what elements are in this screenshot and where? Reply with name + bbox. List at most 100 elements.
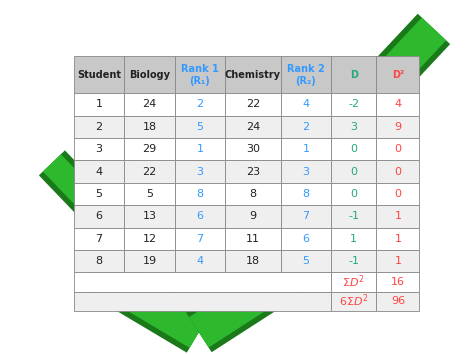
Bar: [376, 93, 419, 116]
Bar: [175, 93, 225, 116]
Text: 22: 22: [142, 166, 157, 177]
Text: 6: 6: [196, 212, 203, 222]
Bar: [281, 228, 331, 250]
Bar: [281, 205, 331, 228]
Bar: [124, 160, 175, 183]
Bar: [331, 160, 376, 183]
Text: 1: 1: [394, 234, 401, 244]
Text: 1: 1: [394, 212, 401, 222]
Text: 0: 0: [350, 166, 357, 177]
Bar: [376, 291, 419, 311]
Text: 6: 6: [302, 234, 310, 244]
Text: 2: 2: [96, 122, 103, 132]
Text: 4: 4: [196, 256, 203, 266]
Text: 8: 8: [249, 189, 256, 199]
Text: Student: Student: [77, 70, 121, 80]
Bar: [281, 138, 331, 160]
Bar: [124, 56, 175, 93]
Bar: [281, 183, 331, 205]
Text: 12: 12: [143, 234, 156, 244]
Bar: [74, 228, 124, 250]
Bar: [175, 56, 225, 93]
Bar: [331, 183, 376, 205]
Text: 5: 5: [96, 189, 103, 199]
Bar: [74, 250, 124, 273]
Bar: [124, 205, 175, 228]
Bar: [331, 291, 376, 311]
Bar: [331, 205, 376, 228]
Text: 18: 18: [143, 122, 156, 132]
Bar: [225, 160, 281, 183]
Text: 2: 2: [302, 122, 310, 132]
Bar: [74, 138, 124, 160]
Bar: [281, 160, 331, 183]
Text: -2: -2: [348, 99, 359, 109]
Text: $\Sigma D^2$: $\Sigma D^2$: [343, 274, 365, 290]
Bar: [376, 160, 419, 183]
Bar: [376, 228, 419, 250]
Bar: [376, 273, 419, 291]
Text: 1: 1: [96, 99, 103, 109]
Text: 0: 0: [394, 144, 401, 154]
Bar: [175, 250, 225, 273]
Bar: [225, 56, 281, 93]
Text: 22: 22: [246, 99, 260, 109]
Bar: [74, 160, 124, 183]
Text: 8: 8: [196, 189, 203, 199]
Bar: [225, 250, 281, 273]
Bar: [124, 228, 175, 250]
Bar: [331, 138, 376, 160]
Text: 1: 1: [394, 256, 401, 266]
Text: 18: 18: [246, 256, 260, 266]
Text: 13: 13: [143, 212, 156, 222]
Bar: [225, 93, 281, 116]
Text: 1: 1: [350, 234, 357, 244]
Bar: [124, 183, 175, 205]
Text: 9: 9: [394, 122, 401, 132]
Text: 7: 7: [96, 234, 103, 244]
Bar: [331, 93, 376, 116]
Text: Biology: Biology: [129, 70, 170, 80]
Bar: [225, 138, 281, 160]
Text: 96: 96: [391, 296, 405, 306]
Bar: [74, 116, 124, 138]
Bar: [124, 138, 175, 160]
Bar: [376, 138, 419, 160]
Text: 0: 0: [350, 189, 357, 199]
Text: 4: 4: [394, 99, 401, 109]
Bar: [331, 116, 376, 138]
Bar: [124, 93, 175, 116]
Text: D²: D²: [392, 70, 404, 80]
Bar: [376, 183, 419, 205]
Text: 3: 3: [302, 166, 310, 177]
Text: 6: 6: [96, 212, 103, 222]
Text: 0: 0: [394, 166, 401, 177]
Text: 29: 29: [142, 144, 157, 154]
Text: 11: 11: [246, 234, 260, 244]
Bar: [74, 291, 331, 311]
Text: 9: 9: [249, 212, 256, 222]
Bar: [175, 116, 225, 138]
Bar: [74, 93, 124, 116]
Text: 4: 4: [96, 166, 103, 177]
Text: 30: 30: [246, 144, 260, 154]
Bar: [376, 250, 419, 273]
Text: 3: 3: [350, 122, 357, 132]
Bar: [331, 228, 376, 250]
Text: 8: 8: [96, 256, 103, 266]
Bar: [74, 56, 124, 93]
Text: 8: 8: [302, 189, 310, 199]
Bar: [74, 273, 331, 291]
Bar: [225, 228, 281, 250]
Bar: [175, 205, 225, 228]
Bar: [281, 250, 331, 273]
Text: -1: -1: [348, 256, 359, 266]
Text: 5: 5: [302, 256, 310, 266]
Text: 7: 7: [196, 234, 203, 244]
Bar: [331, 56, 376, 93]
Bar: [175, 138, 225, 160]
Text: D: D: [350, 70, 358, 80]
Text: 4: 4: [302, 99, 310, 109]
Bar: [175, 183, 225, 205]
Bar: [124, 250, 175, 273]
